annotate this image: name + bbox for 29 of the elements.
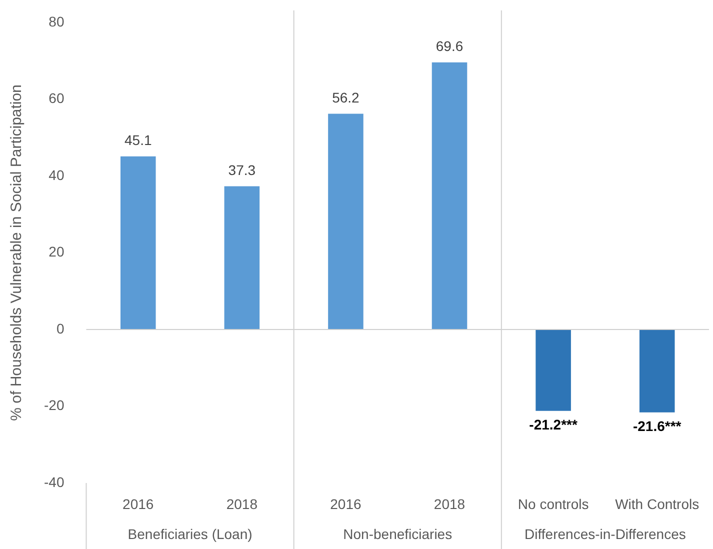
- x-tick-label: 2018: [434, 496, 466, 512]
- y-tick-label: 40: [48, 166, 64, 183]
- bar: [120, 156, 156, 330]
- bar: [328, 114, 364, 330]
- x-tick-label: No controls: [518, 496, 589, 512]
- y-tick-label: 60: [48, 90, 64, 106]
- data-label: 56.2: [332, 90, 360, 106]
- x-tick-label: 2016: [330, 496, 362, 512]
- y-tick-label: -20: [44, 397, 64, 414]
- x-tick-label: 2018: [226, 496, 258, 512]
- data-label: 45.1: [124, 132, 152, 148]
- y-tick-label: 20: [48, 244, 64, 260]
- bar: [536, 329, 571, 411]
- x-tick-label: 2016: [122, 496, 154, 512]
- x-tick-label: With Controls: [615, 496, 700, 512]
- text: Differences-in-Differences: [524, 526, 686, 542]
- text: Beneficiaries (Loan): [128, 526, 252, 542]
- data-label: -21.6***: [632, 418, 682, 434]
- y-tick-label: 0: [56, 320, 64, 336]
- data-label: 37.3: [228, 162, 256, 178]
- bar: [224, 186, 260, 330]
- y-tick-label: 80: [48, 13, 64, 30]
- bar: [639, 329, 675, 412]
- bar: [432, 62, 468, 330]
- y-axis-title: % of Households Vulnerable in Social Participation: [8, 84, 26, 421]
- data-label: -21.2***: [529, 416, 578, 433]
- data-label: 69.6: [436, 38, 464, 54]
- y-tick-label: -40: [44, 474, 64, 490]
- text: Non-beneficiaries: [343, 526, 452, 542]
